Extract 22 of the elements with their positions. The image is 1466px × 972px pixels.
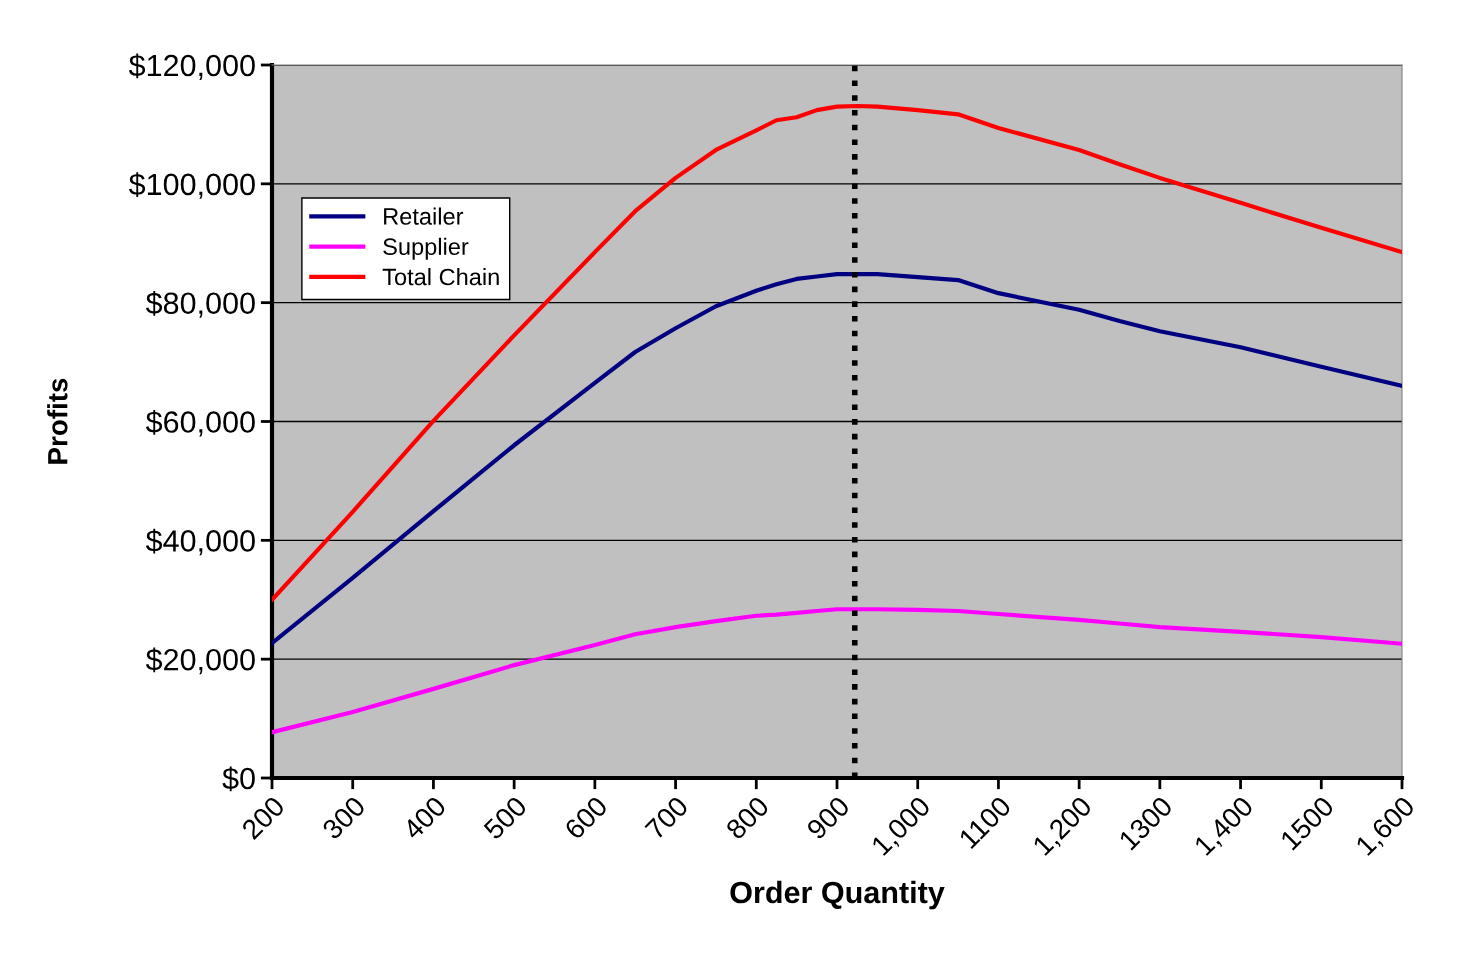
x-tick-label: 500	[482, 795, 528, 841]
line-series	[272, 607, 1402, 735]
x-tick-label: 900	[805, 795, 851, 841]
y-tick-label: $60,000	[145, 409, 255, 437]
x-tick-label: 800	[724, 795, 770, 841]
x-tick-label: 400	[401, 795, 448, 841]
y-tick-label: $100,000	[128, 172, 255, 199]
y-axis-title: Profits	[47, 378, 68, 464]
x-axis-title: Order Quantity	[730, 880, 945, 910]
legend-label: Total Chain	[382, 268, 499, 286]
y-tick-label: $80,000	[145, 291, 255, 318]
y-tick-label: $120,000	[128, 53, 255, 80]
y-tick-label: $20,000	[145, 647, 255, 675]
line-series	[272, 103, 1402, 602]
y-tick-label: $40,000	[145, 528, 255, 556]
x-tick-label: 600	[563, 795, 609, 841]
y-tick-label: $0	[222, 766, 255, 792]
x-tick-label: 700	[644, 795, 690, 841]
x-tick-label: 300	[321, 795, 367, 841]
legend-label: Retailer	[384, 207, 464, 225]
legend-label: Supplier	[383, 237, 469, 260]
x-tick-label: 200	[240, 795, 286, 841]
